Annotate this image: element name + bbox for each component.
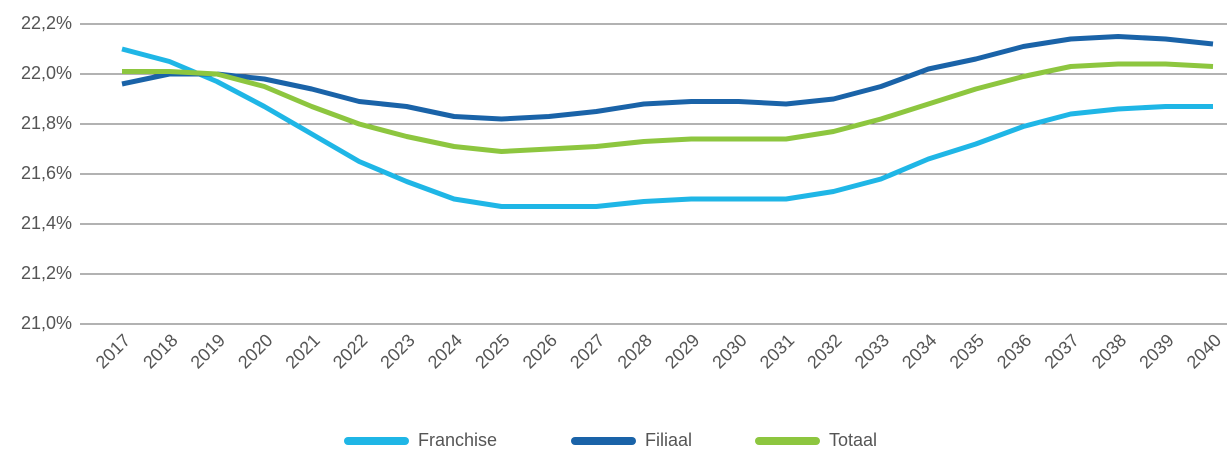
x-tick-label: 2018 (139, 330, 181, 372)
x-tick-label: 2035 (946, 330, 988, 372)
line (121, 46, 1213, 209)
y-tick-label: 22,0% (21, 63, 72, 83)
x-tick-label: 2036 (993, 330, 1035, 372)
x-tick-label: 2027 (566, 330, 608, 372)
x-tick-label: 2024 (424, 330, 466, 372)
x-tick-label: 2033 (851, 330, 893, 372)
y-tick-label: 21,0% (21, 313, 72, 333)
x-tick-label: 2023 (376, 330, 418, 372)
y-tick-label: 22,2% (21, 13, 72, 33)
x-tick-label: 2030 (708, 330, 750, 372)
x-tick-label: 2032 (803, 330, 845, 372)
x-tick-label: 2026 (519, 330, 561, 372)
x-tick-label: 2017 (92, 330, 134, 372)
x-tick-label: 2040 (1183, 330, 1225, 372)
legend-label: Totaal (829, 430, 877, 450)
x-tick-label: 2031 (756, 330, 798, 372)
x-tick-label: 2022 (329, 330, 371, 372)
x-tick-label: 2019 (187, 330, 229, 372)
legend-label: Filiaal (645, 430, 692, 450)
x-tick-label: 2039 (1135, 330, 1177, 372)
line (122, 61, 1214, 154)
x-tick-label: 2038 (1088, 330, 1130, 372)
y-tick-label: 21,8% (21, 113, 72, 133)
legend-label: Franchise (418, 430, 497, 450)
y-tick-label: 21,6% (21, 163, 72, 183)
x-tick-label: 2029 (661, 330, 703, 372)
x-tick-label: 2037 (1040, 330, 1082, 372)
x-tick-label: 2028 (614, 330, 656, 372)
y-tick-label: 21,4% (21, 213, 72, 233)
x-tick-label: 2021 (281, 330, 323, 372)
x-tick-label: 2025 (471, 330, 513, 372)
x-tick-label: 2034 (898, 330, 940, 372)
line (121, 34, 1214, 122)
y-tick-label: 21,2% (21, 263, 72, 283)
x-tick-label: 2020 (234, 330, 276, 372)
